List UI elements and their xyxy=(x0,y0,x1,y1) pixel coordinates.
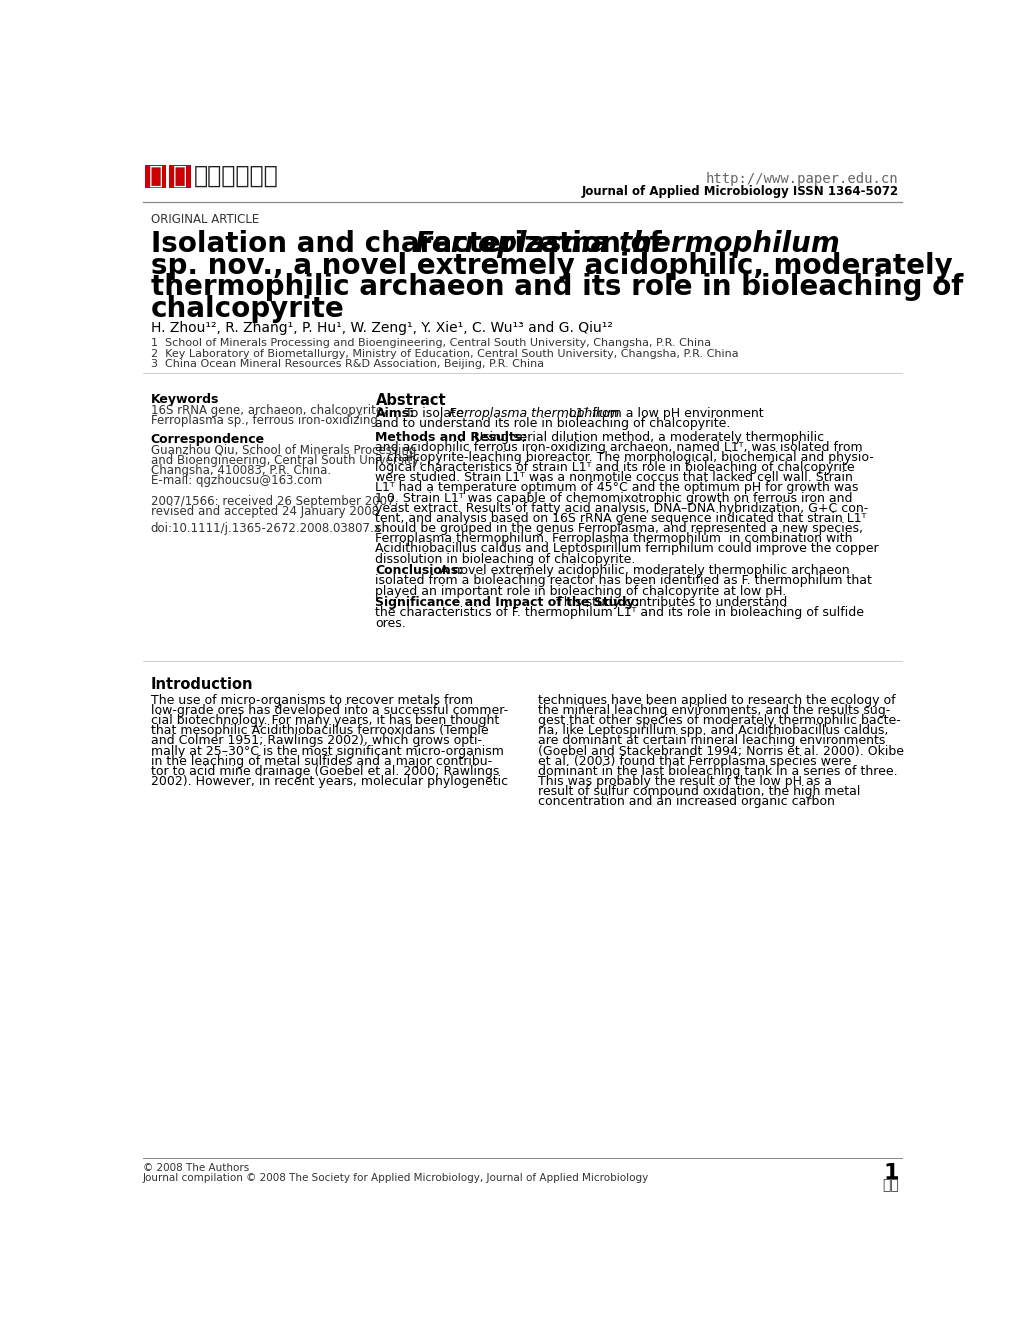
Text: were studied. Strain L1ᵀ was a nonmotile coccus that lacked cell wall. Strain: were studied. Strain L1ᵀ was a nonmotile… xyxy=(375,472,853,484)
Text: To isolate: To isolate xyxy=(400,407,468,421)
Text: Ferroplasma thermophilum. Ferroplasma thermophilum  in combination with: Ferroplasma thermophilum. Ferroplasma th… xyxy=(375,532,852,545)
Text: 16S rRNA gene, archaeon, chalcopyrite,: 16S rRNA gene, archaeon, chalcopyrite, xyxy=(151,405,386,417)
Text: doi:10.1111/j.1365-2672.2008.03807.x: doi:10.1111/j.1365-2672.2008.03807.x xyxy=(151,521,381,535)
Text: Aims:: Aims: xyxy=(375,407,414,421)
Text: Keywords: Keywords xyxy=(151,394,219,406)
Text: E-mail: qgzhoucsu@163.com: E-mail: qgzhoucsu@163.com xyxy=(151,474,322,488)
Text: © 2008 The Authors: © 2008 The Authors xyxy=(143,1163,249,1174)
Bar xyxy=(145,165,166,188)
Text: 3  China Ocean Mineral Resources R&D Association, Beijing, P.R. China: 3 China Ocean Mineral Resources R&D Asso… xyxy=(151,359,543,370)
Text: (Goebel and Stackebrandt 1994; Norris et al. 2000). Okibe: (Goebel and Stackebrandt 1994; Norris et… xyxy=(538,745,904,757)
Text: Isolation and characterization of: Isolation and characterization of xyxy=(151,230,671,259)
Text: dissolution in bioleaching of chalcopyrite.: dissolution in bioleaching of chalcopyri… xyxy=(375,552,635,565)
Text: logical characteristics of strain L1ᵀ and its role in bioleaching of chalcopyrit: logical characteristics of strain L1ᵀ an… xyxy=(375,461,854,474)
Text: 转载: 转载 xyxy=(881,1178,898,1193)
Text: 1  School of Minerals Processing and Bioengineering, Central South University, C: 1 School of Minerals Processing and Bioe… xyxy=(151,338,710,348)
Text: Journal of Applied Microbiology ISSN 1364-5072: Journal of Applied Microbiology ISSN 136… xyxy=(581,185,898,198)
Text: tent, and analysis based on 16S rRNA gene sequence indicated that strain L1ᵀ: tent, and analysis based on 16S rRNA gen… xyxy=(375,512,866,525)
Text: 2  Key Laboratory of Biometallurgy, Ministry of Education, Central South Univers: 2 Key Laboratory of Biometallurgy, Minis… xyxy=(151,348,738,359)
Text: played an important role in bioleaching of chalcopyrite at low pH.: played an important role in bioleaching … xyxy=(375,584,786,598)
Text: Abstract: Abstract xyxy=(375,394,445,409)
Text: Journal compilation © 2008 The Society for Applied Microbiology, Journal of Appl: Journal compilation © 2008 The Society f… xyxy=(143,1172,649,1183)
Text: tor to acid mine drainage (Goebel et al. 2000; Rawlings: tor to acid mine drainage (Goebel et al.… xyxy=(151,765,498,779)
Text: Ferroplasma thermophilum: Ferroplasma thermophilum xyxy=(415,230,839,259)
Text: a chalcopyrite-leaching bioreactor. The morphological, biochemical and physio-: a chalcopyrite-leaching bioreactor. The … xyxy=(375,452,873,464)
Text: Methods and Results:: Methods and Results: xyxy=(375,430,527,444)
Text: Correspondence: Correspondence xyxy=(151,433,265,446)
Text: 科技论文在线: 科技论文在线 xyxy=(194,165,278,188)
Text: Ferroplasma sp., ferrous iron-oxidizing.: Ferroplasma sp., ferrous iron-oxidizing. xyxy=(151,414,381,427)
Text: Conclusions:: Conclusions: xyxy=(375,564,464,578)
Text: ores.: ores. xyxy=(375,616,406,630)
Text: are dominant at certain mineral leaching environments: are dominant at certain mineral leaching… xyxy=(538,734,884,748)
Text: result of sulfur compound oxidation, the high metal: result of sulfur compound oxidation, the… xyxy=(538,785,860,799)
Text: ORIGINAL ARTICLE: ORIGINAL ARTICLE xyxy=(151,213,259,226)
Text: that mesophilic Acidithiobacillus ferrooxidans (Temple: that mesophilic Acidithiobacillus ferroo… xyxy=(151,725,488,737)
Text: the mineral leaching environments, and the results sug-: the mineral leaching environments, and t… xyxy=(538,704,890,717)
Text: and acidophilic ferrous iron-oxidizing archaeon, named L1ᵀ, was isolated from: and acidophilic ferrous iron-oxidizing a… xyxy=(375,441,862,454)
Text: thermophilic archaeon and its role in bioleaching of: thermophilic archaeon and its role in bi… xyxy=(151,273,962,302)
Text: Ferroplasma thermophilum: Ferroplasma thermophilum xyxy=(448,407,619,421)
Text: and Colmer 1951; Rawlings 2002), which grows opti-: and Colmer 1951; Rawlings 2002), which g… xyxy=(151,734,481,748)
Text: cial biotechnology. For many years, it has been thought: cial biotechnology. For many years, it h… xyxy=(151,714,498,728)
Text: isolated from a bioleaching reactor has been identified as F. thermophilum that: isolated from a bioleaching reactor has … xyxy=(375,575,871,587)
Text: H. Zhou¹², R. Zhang¹, P. Hu¹, W. Zeng¹, Y. Xie¹, C. Wu¹³ and G. Qiu¹²: H. Zhou¹², R. Zhang¹, P. Hu¹, W. Zeng¹, … xyxy=(151,322,612,335)
Text: should be grouped in the genus Ferroplasma, and represented a new species,: should be grouped in the genus Ferroplas… xyxy=(375,523,863,535)
Text: 中: 中 xyxy=(148,165,162,188)
Text: 2007/1566: received 26 September 2007,: 2007/1566: received 26 September 2007, xyxy=(151,494,397,508)
Text: techniques have been applied to research the ecology of: techniques have been applied to research… xyxy=(538,694,895,706)
Text: Changsha, 410083, P.R. China.: Changsha, 410083, P.R. China. xyxy=(151,464,330,477)
Text: sp. nov., a novel extremely acidophilic, moderately: sp. nov., a novel extremely acidophilic,… xyxy=(151,252,952,280)
Text: L1ᵀ from a low pH environment: L1ᵀ from a low pH environment xyxy=(565,407,763,421)
Text: Introduction: Introduction xyxy=(151,677,253,691)
Text: mally at 25–30°C is the most significant micro-organism: mally at 25–30°C is the most significant… xyxy=(151,745,503,757)
Text: This was probably the result of the low pH as a: This was probably the result of the low … xyxy=(538,775,832,788)
Text: low-grade ores has developed into a successful commer-: low-grade ores has developed into a succ… xyxy=(151,704,507,717)
Text: 2002). However, in recent years, molecular phylogenetic: 2002). However, in recent years, molecul… xyxy=(151,775,507,788)
Text: Significance and Impact of the Study:: Significance and Impact of the Study: xyxy=(375,596,639,610)
Text: A novel extremely acidophilic, moderately thermophilic archaeon: A novel extremely acidophilic, moderatel… xyxy=(435,564,849,578)
Text: 1: 1 xyxy=(882,1163,898,1183)
Text: dominant in the last bioleaching tank in a series of three.: dominant in the last bioleaching tank in… xyxy=(538,765,897,779)
Text: L1ᵀ had a temperature optimum of 45°C and the optimum pH for growth was: L1ᵀ had a temperature optimum of 45°C an… xyxy=(375,481,858,494)
Text: This study contributes to understand: This study contributes to understand xyxy=(551,596,787,610)
Text: ria, like Leptospirillum spp. and Acidithiobacillus caldus,: ria, like Leptospirillum spp. and Acidit… xyxy=(538,725,888,737)
Text: revised and accepted 24 January 2008: revised and accepted 24 January 2008 xyxy=(151,505,378,519)
Text: chalcopyrite: chalcopyrite xyxy=(151,295,344,323)
Text: the characteristics of F. thermophilum L1ᵀ and its role in bioleaching of sulfid: the characteristics of F. thermophilum L… xyxy=(375,607,864,619)
Text: in the leaching of metal sulfides and a major contribu-: in the leaching of metal sulfides and a … xyxy=(151,754,491,768)
Text: gest that other species of moderately thermophilic bacte-: gest that other species of moderately th… xyxy=(538,714,900,728)
Text: 1·0. Strain L1ᵀ was capable of chemomixotrophic growth on ferrous iron and: 1·0. Strain L1ᵀ was capable of chemomixo… xyxy=(375,492,852,505)
Text: and Bioengineering, Central South University,: and Bioengineering, Central South Univer… xyxy=(151,454,422,468)
Text: 国: 国 xyxy=(173,165,187,188)
Text: Using serial dilution method, a moderately thermophilic: Using serial dilution method, a moderate… xyxy=(470,430,823,444)
Text: et al. (2003) found that Ferroplasma species were: et al. (2003) found that Ferroplasma spe… xyxy=(538,754,851,768)
Text: Acidithiobacillus caldus and Leptospirillum ferriphilum could improve the copper: Acidithiobacillus caldus and Leptospiril… xyxy=(375,543,878,555)
Bar xyxy=(169,165,191,188)
Text: Guanzhou Qiu, School of Minerals Processing: Guanzhou Qiu, School of Minerals Process… xyxy=(151,444,416,457)
Text: The use of micro-organisms to recover metals from: The use of micro-organisms to recover me… xyxy=(151,694,473,706)
Text: yeast extract. Results of fatty acid analysis, DNA–DNA hybridization, G+C con-: yeast extract. Results of fatty acid ana… xyxy=(375,501,868,515)
Text: http://www.paper.edu.cn: http://www.paper.edu.cn xyxy=(705,172,898,185)
Text: and to understand its role in bioleaching of chalcopyrite.: and to understand its role in bioleachin… xyxy=(375,417,731,430)
Text: concentration and an increased organic carbon: concentration and an increased organic c… xyxy=(538,796,835,808)
